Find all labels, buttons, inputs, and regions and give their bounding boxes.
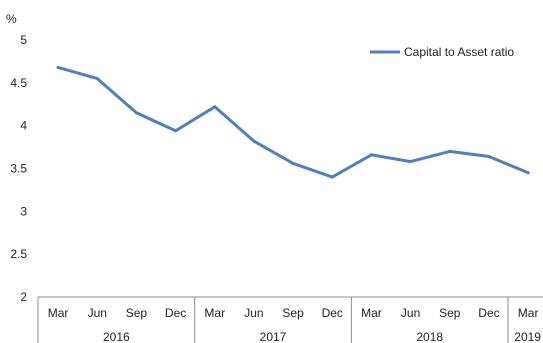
y-axis: 2 2.5 3 3.5 4 4.5 5 xyxy=(10,33,27,304)
series-line-capital-to-asset-ratio xyxy=(56,65,530,179)
y-tick-label: 5 xyxy=(20,33,27,47)
data-point xyxy=(252,139,256,143)
y-axis-unit: % xyxy=(6,12,17,26)
y-tick-label: 2 xyxy=(20,290,27,304)
x-axis: Mar Jun Sep Dec Mar Jun Sep Dec Mar Jun Sep Dec Mar 2… xyxy=(37,296,543,343)
year-label: 2016 xyxy=(103,330,130,343)
data-point xyxy=(409,160,413,164)
x-tick-label: Jun xyxy=(244,306,263,320)
y-tick-label: 2.5 xyxy=(10,247,27,261)
y-tick-label: 3.5 xyxy=(10,162,27,176)
legend-entry: Capital to Asset ratio xyxy=(404,45,514,59)
year-label: 2019 xyxy=(514,330,541,343)
x-tick-label: Dec xyxy=(322,306,343,320)
x-tick-label: Jun xyxy=(401,306,420,320)
data-point xyxy=(134,111,138,115)
y-tick-label: 3 xyxy=(20,204,27,218)
x-tick-label: Sep xyxy=(282,306,304,320)
data-point xyxy=(213,105,217,109)
year-label: 2017 xyxy=(260,330,287,343)
y-tick-label: 4.5 xyxy=(10,76,27,90)
data-point xyxy=(330,175,334,179)
data-point xyxy=(448,149,452,153)
plot-area xyxy=(56,65,530,179)
data-point xyxy=(95,77,99,81)
x-tick-label: Mar xyxy=(518,306,539,320)
x-tick-label: Sep xyxy=(439,306,461,320)
x-tick-label: Jun xyxy=(88,306,107,320)
data-point xyxy=(369,153,373,157)
x-tick-label: Mar xyxy=(361,306,382,320)
legend: Capital to Asset ratio xyxy=(370,45,514,59)
data-point xyxy=(526,171,530,175)
x-tick-label: Mar xyxy=(48,306,69,320)
x-tick-label: Mar xyxy=(204,306,225,320)
x-tick-label: Dec xyxy=(165,306,186,320)
data-point xyxy=(487,155,491,159)
data-point xyxy=(56,65,60,69)
x-tick-label: Sep xyxy=(126,306,148,320)
year-label: 2018 xyxy=(416,330,443,343)
data-point xyxy=(174,129,178,133)
data-point xyxy=(291,161,295,165)
y-tick-label: 4 xyxy=(20,119,27,133)
x-tick-label: Dec xyxy=(478,306,499,320)
